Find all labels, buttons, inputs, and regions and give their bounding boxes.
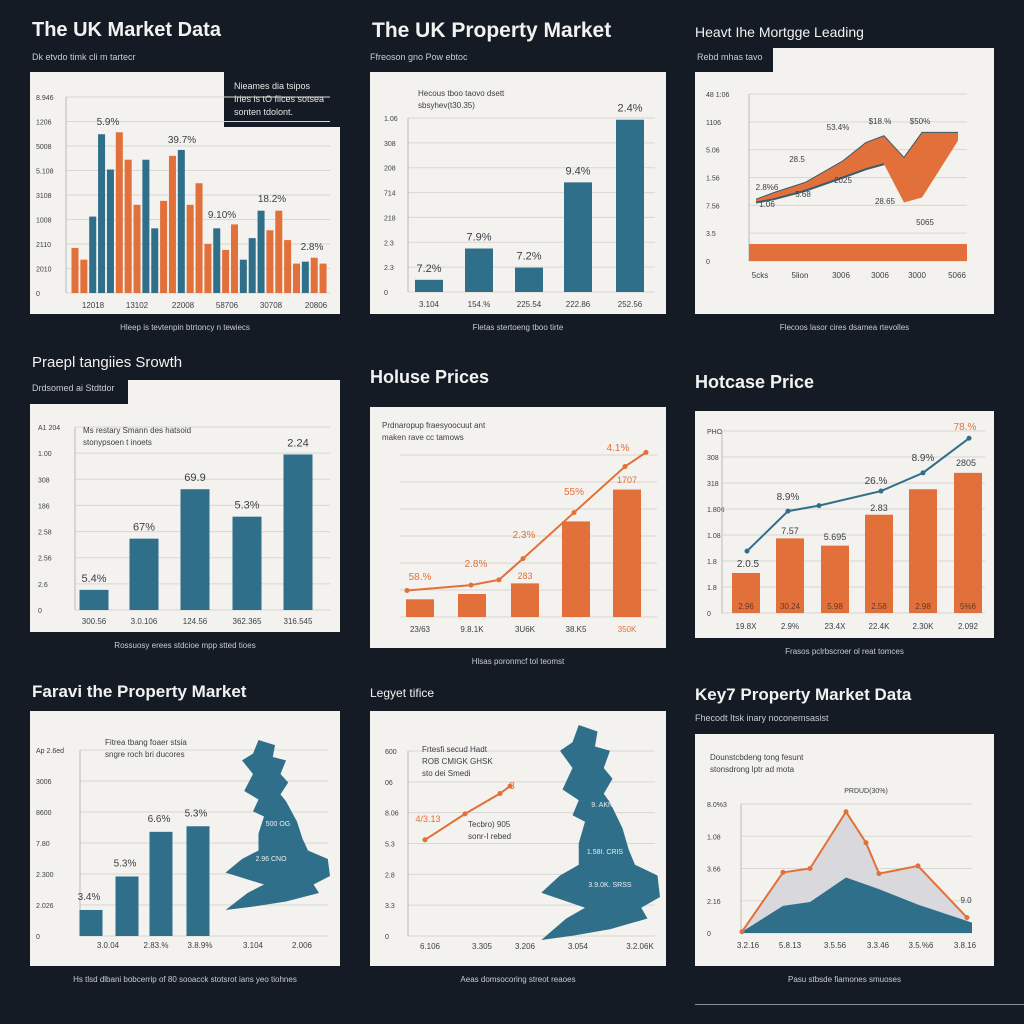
panel-4-card [30, 380, 340, 632]
panel-1-subtitle: Dk etvdo timk cli m tartecr [32, 52, 136, 62]
panel-7-card [30, 711, 340, 966]
panel-3-caption: Flecoos lasor cires dsamea rtevolles [779, 323, 910, 332]
panel-6-card [695, 411, 994, 638]
panel-7-title: Faravi the Property Market [32, 682, 247, 701]
panel-1-title: The UK Market Data [32, 19, 221, 41]
panel-4-notch [30, 380, 128, 404]
panel-2-card [370, 72, 666, 314]
divider [695, 1004, 1024, 1005]
notch-line: sonten tdolont. [234, 107, 294, 117]
panel-1-notch [224, 72, 340, 127]
panel-2-subtitle: Ffreoson gno Pow ebtoc [370, 52, 468, 62]
notch-line: Nieames dia tsipos [234, 81, 311, 91]
panel-8-caption: Aeas domsocoring streot reaoes [460, 975, 576, 984]
panel-7-caption: Hs tlsd dlbani bobcerrip of 80 sooacck s… [73, 975, 297, 984]
panel-4-title: Praepl tangiies Srowth [32, 354, 183, 371]
panel-4-caption: Rossuosy erees stdcioe mpp stted tioes [114, 641, 256, 650]
panel-9-subtitle: Fhecodt Itsk inary noconemsasist [695, 713, 829, 723]
panel-1-caption: Hleep is tevtenpin btrtoncy n tewiecs [120, 323, 250, 332]
panel-1-notch-text: Nieames dia tsipos Iries is tO fiices so… [234, 80, 324, 119]
panel-4-subtitle: Drdsomed ai Stdtdor [32, 383, 115, 393]
panel-6-caption: Frasos pclrbscroer ol reat tomces [785, 647, 904, 656]
panel-6-title: Hotcase Price [695, 372, 815, 392]
panel-2-caption: Fletas stertoeng tboo tirte [472, 323, 564, 332]
panel-9-title: Key7 Property Market Data [695, 685, 912, 704]
panel-3-subtitle: Rebd mhas tavo [697, 52, 763, 62]
panel-9-caption: Pasu stbsde fiamones smuoses [788, 975, 901, 984]
panel-2-title: The UK Property Market [372, 19, 612, 42]
panel-5-title: Holuse Prices [370, 367, 490, 387]
panel-8-card [370, 711, 666, 966]
notch-line: Iries is tO fiices sotsea [234, 94, 325, 104]
panel-5-card [370, 407, 666, 648]
panel-3-notch [695, 48, 773, 72]
panel-3-card [695, 48, 994, 314]
panel-9-card [695, 734, 994, 966]
panel-3-title: Heavt Ihe Mortgge Leading [695, 24, 864, 40]
panel-5-caption: Hlsas poronmcf tol teomst [471, 657, 565, 666]
panel-8-title: Legyet tifice [370, 686, 435, 700]
